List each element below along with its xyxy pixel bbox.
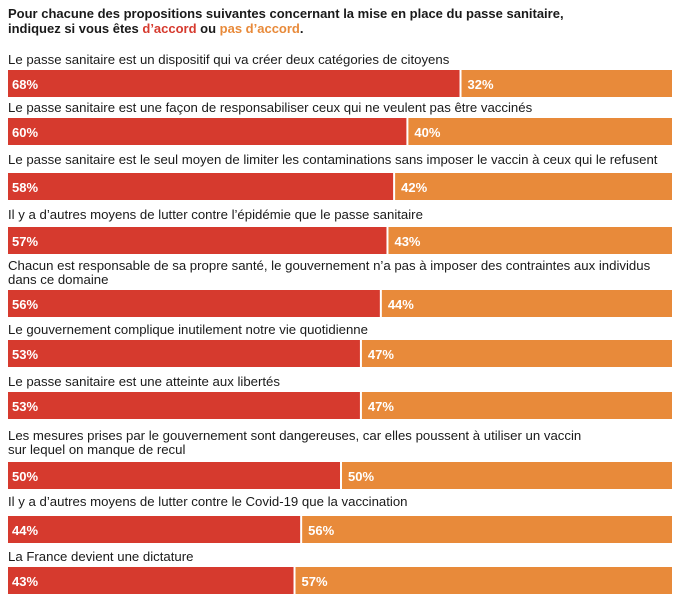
value-label-disagree: 40% (414, 125, 440, 140)
category-label: Le passe sanitaire est un dispositif qui… (8, 52, 450, 67)
category-label: Chacun est responsable de sa propre sant… (8, 258, 651, 273)
value-label-disagree: 47% (368, 347, 394, 362)
title-prefix: indiquez si vous êtes (8, 21, 143, 36)
value-label-agree: 53% (12, 347, 38, 362)
bar-disagree (388, 227, 672, 254)
bar-agree (8, 118, 407, 145)
category-label: Les mesures prises par le gouvernement s… (8, 428, 581, 443)
bar-agree (8, 462, 340, 489)
category-label: La France devient une dictature (8, 549, 193, 564)
value-label-disagree: 44% (388, 297, 414, 312)
bar-agree (8, 567, 294, 594)
title-suffix: . (299, 21, 304, 36)
bar-agree (8, 392, 360, 419)
value-label-disagree: 42% (401, 180, 427, 195)
value-label-agree: 56% (12, 297, 38, 312)
bar-agree (8, 516, 301, 543)
value-label-agree: 60% (12, 125, 38, 140)
bar-disagree (461, 70, 672, 97)
value-label-disagree: 57% (302, 574, 328, 589)
category-label: dans ce domaine (8, 272, 108, 287)
category-label: Il y a d’autres moyens de lutter contre … (8, 494, 408, 509)
value-label-agree: 53% (12, 399, 38, 414)
legend-agree: d’accord (142, 21, 197, 36)
bar-disagree (408, 118, 672, 145)
category-label: Le passe sanitaire est une atteinte aux … (8, 374, 280, 389)
value-label-agree: 57% (12, 234, 38, 249)
bar-agree (8, 227, 387, 254)
category-label: sur lequel on manque de recul (8, 442, 185, 457)
value-label-disagree: 47% (368, 399, 394, 414)
value-label-agree: 68% (12, 77, 38, 92)
value-label-agree: 58% (12, 180, 38, 195)
bar-agree (8, 70, 460, 97)
chart-title: Pour chacune des propositions suivantes … (8, 6, 678, 36)
bar-disagree (361, 340, 672, 367)
value-label-agree: 43% (12, 574, 38, 589)
bar-disagree (381, 290, 672, 317)
legend-disagree: pas d’accord (219, 21, 300, 36)
bar-disagree (342, 462, 672, 489)
value-label-disagree: 50% (348, 469, 374, 484)
bar-agree (8, 340, 360, 367)
category-label: Le passe sanitaire est une façon de resp… (8, 100, 533, 115)
bar-agree (8, 173, 394, 200)
category-label: Le passe sanitaire est le seul moyen de … (8, 152, 658, 167)
bar-disagree (295, 567, 672, 594)
bar-agree (8, 290, 380, 317)
title-line-2: indiquez si vous êtes d’accord ou pas d’… (8, 21, 678, 36)
value-label-agree: 50% (12, 469, 38, 484)
bar-disagree (395, 173, 672, 200)
value-label-agree: 44% (12, 523, 38, 538)
value-label-disagree: 43% (394, 234, 420, 249)
bar-disagree (302, 516, 672, 543)
title-line-1: Pour chacune des propositions suivantes … (8, 6, 564, 21)
value-label-disagree: 56% (308, 523, 334, 538)
value-label-disagree: 32% (468, 77, 494, 92)
title-connector: ou (196, 21, 220, 36)
category-label: Il y a d’autres moyens de lutter contre … (8, 207, 423, 222)
category-label: Le gouvernement complique inutilement no… (8, 322, 368, 337)
bar-disagree (361, 392, 672, 419)
